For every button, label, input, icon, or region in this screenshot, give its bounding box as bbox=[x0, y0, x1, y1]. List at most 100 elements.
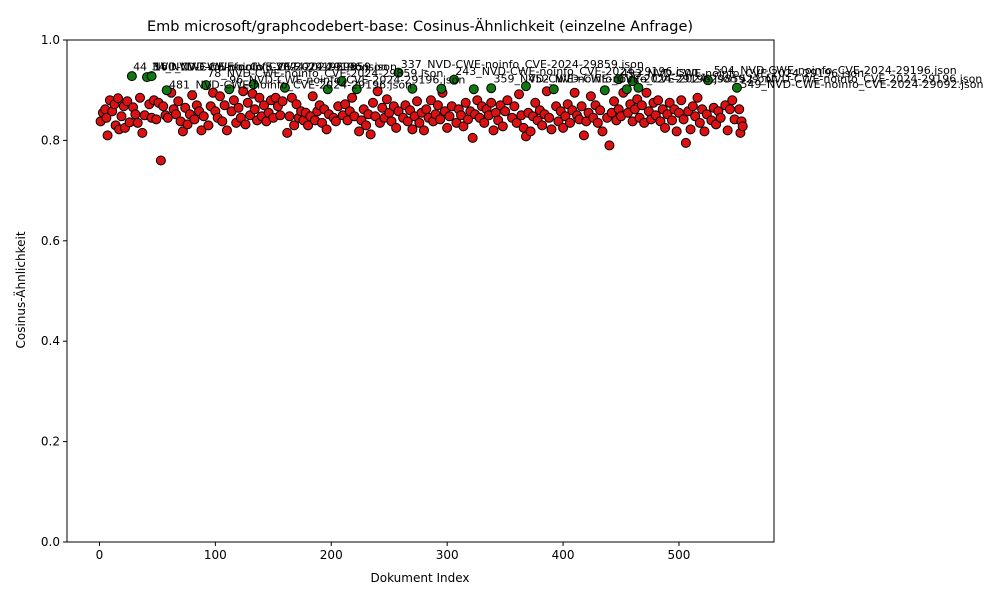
data-point bbox=[497, 121, 508, 132]
data-point bbox=[112, 93, 123, 104]
point-annotation: 44_NVD-CWE-noinfo_CVE-2024-29196.json bbox=[133, 61, 369, 74]
y-tick-label: 0.6 bbox=[41, 234, 60, 248]
x-tick-label: 0 bbox=[96, 548, 104, 562]
data-point bbox=[182, 119, 193, 130]
data-point bbox=[173, 96, 184, 107]
highlight-point bbox=[633, 82, 644, 93]
data-point bbox=[391, 122, 402, 133]
data-point bbox=[467, 132, 478, 143]
data-point bbox=[502, 95, 513, 106]
highlight-point bbox=[702, 75, 713, 86]
data-point bbox=[284, 111, 295, 122]
data-point bbox=[435, 114, 446, 125]
data-point bbox=[412, 96, 423, 107]
data-point bbox=[609, 96, 620, 107]
data-point bbox=[511, 117, 522, 128]
data-point bbox=[676, 95, 687, 106]
data-point bbox=[421, 104, 432, 115]
data-point bbox=[585, 91, 596, 102]
data-point bbox=[277, 96, 288, 107]
data-point bbox=[727, 95, 738, 106]
highlight-point bbox=[248, 79, 259, 90]
data-point bbox=[488, 125, 499, 136]
x-tick-label: 500 bbox=[668, 548, 691, 562]
point-annotation: 96_NVD-CWE-noinfo_CVE-2024-29196.json bbox=[229, 74, 465, 87]
highlight-point bbox=[627, 76, 638, 87]
y-axis-label: Cosinus-Ähnlichkeit bbox=[13, 231, 28, 348]
x-tick-label: 200 bbox=[320, 548, 343, 562]
data-point bbox=[692, 92, 703, 103]
y-axis-ticks: 0.0 0.2 0.4 0.6 0.8 1.0 bbox=[41, 33, 67, 549]
point-annotation: 359_NVD-CWE-noinfo_CVE-2024-29196.json bbox=[494, 73, 737, 86]
data-point bbox=[137, 127, 148, 138]
data-point bbox=[544, 112, 555, 123]
data-point bbox=[367, 97, 378, 108]
data-point bbox=[407, 124, 418, 135]
data-point bbox=[715, 112, 726, 123]
data-point bbox=[347, 92, 358, 103]
data-point bbox=[330, 116, 341, 127]
data-point bbox=[221, 125, 232, 136]
data-point bbox=[737, 121, 748, 132]
x-tick-label: 100 bbox=[204, 548, 227, 562]
data-point bbox=[597, 126, 608, 137]
data-point bbox=[653, 95, 664, 106]
highlight-point bbox=[548, 84, 559, 95]
point-annotation: 493_NVD-CWE-noinfo_CVE-2024-29196.json bbox=[621, 67, 864, 80]
data-point bbox=[592, 117, 603, 128]
data-point bbox=[537, 120, 548, 131]
plot-frame bbox=[66, 39, 775, 543]
highlight-point bbox=[520, 81, 531, 92]
point-annotation: 243_NVD-CWE-noinfo_CVE-2024-29196.json bbox=[455, 65, 698, 78]
data-point bbox=[122, 96, 133, 107]
data-point bbox=[116, 111, 127, 122]
data-point bbox=[641, 87, 652, 98]
data-point bbox=[233, 102, 244, 113]
data-point bbox=[240, 119, 251, 130]
y-tick-label: 1.0 bbox=[41, 33, 60, 47]
data-point bbox=[102, 130, 113, 141]
data-point bbox=[259, 100, 270, 111]
y-tick-label: 0.8 bbox=[41, 133, 60, 147]
data-point bbox=[636, 100, 647, 111]
annotation-layer: 44_NVD-CWE-noinfo_CVE-2024-29196.json34_… bbox=[133, 58, 983, 92]
data-point bbox=[177, 126, 188, 137]
data-point bbox=[291, 99, 302, 110]
data-point bbox=[444, 111, 455, 122]
highlight-point bbox=[201, 80, 212, 91]
data-point bbox=[151, 114, 162, 125]
point-annotation: 504_NVD-CWE-noinfo_CVE-2024-29196.json bbox=[714, 64, 957, 77]
data-point bbox=[242, 97, 253, 108]
highlight-point bbox=[279, 82, 290, 93]
highlight-point bbox=[468, 84, 479, 95]
data-point bbox=[135, 92, 146, 103]
data-point bbox=[249, 104, 260, 115]
x-axis-ticks: 0 100 200 300 400 500 bbox=[96, 542, 691, 562]
data-point bbox=[734, 104, 745, 115]
highlight-point bbox=[393, 67, 404, 78]
data-point bbox=[576, 101, 587, 112]
data-point bbox=[381, 94, 392, 105]
data-point bbox=[101, 112, 112, 123]
highlight-point bbox=[336, 76, 347, 87]
data-point bbox=[479, 117, 490, 128]
highlight-point bbox=[161, 85, 172, 96]
point-annotation: 481_NVD-CWE-noinfo_CVE-2024-29196.json bbox=[169, 79, 412, 92]
x-axis-label: Dokument Index bbox=[371, 571, 470, 585]
data-point bbox=[500, 106, 511, 117]
data-point bbox=[289, 120, 300, 131]
data-point bbox=[162, 112, 173, 123]
data-point bbox=[130, 109, 141, 120]
highlight-point bbox=[621, 84, 632, 95]
data-point bbox=[196, 125, 207, 136]
data-point bbox=[687, 101, 698, 112]
data-point bbox=[361, 120, 372, 131]
point-annotation: 160_NVD-CWE-noinfo_CVE-2024-29859.json bbox=[154, 61, 397, 74]
data-point bbox=[275, 110, 286, 121]
data-point bbox=[354, 126, 365, 137]
highlight-point bbox=[599, 85, 610, 96]
data-point bbox=[685, 124, 696, 135]
data-point bbox=[365, 129, 376, 140]
data-point bbox=[432, 100, 443, 111]
data-point bbox=[418, 125, 429, 136]
